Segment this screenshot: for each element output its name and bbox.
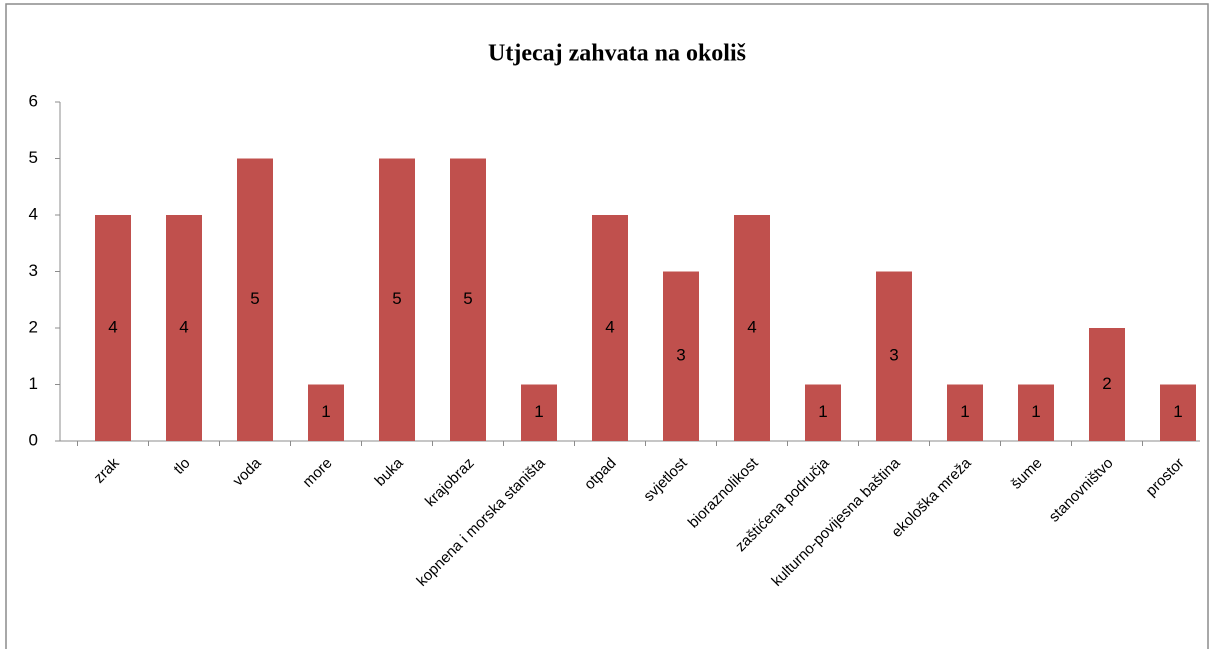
data-label: 4 bbox=[108, 317, 117, 336]
y-tick-label: 2 bbox=[29, 317, 38, 336]
bar bbox=[166, 215, 202, 441]
data-label: 4 bbox=[605, 317, 614, 336]
bar bbox=[237, 158, 273, 441]
bar bbox=[592, 215, 628, 441]
data-label: 1 bbox=[960, 402, 969, 421]
data-label: 3 bbox=[676, 346, 685, 365]
bar bbox=[805, 384, 841, 441]
bar bbox=[308, 384, 344, 441]
bar bbox=[450, 158, 486, 441]
y-tick-label: 6 bbox=[29, 91, 38, 110]
data-label: 5 bbox=[250, 289, 259, 308]
data-label: 1 bbox=[321, 402, 330, 421]
bar bbox=[95, 215, 131, 441]
bar bbox=[521, 384, 557, 441]
y-tick-label: 0 bbox=[29, 430, 38, 449]
data-label: 1 bbox=[818, 402, 827, 421]
bar bbox=[1160, 384, 1196, 441]
bar bbox=[1089, 328, 1125, 441]
data-label: 1 bbox=[534, 402, 543, 421]
data-label: 4 bbox=[179, 317, 188, 336]
chart-title: Utjecaj zahvata na okoliš bbox=[488, 41, 746, 67]
data-label: 5 bbox=[463, 289, 472, 308]
data-label: 2 bbox=[1102, 374, 1111, 393]
data-label: 1 bbox=[1173, 402, 1182, 421]
bar bbox=[379, 158, 415, 441]
data-label: 4 bbox=[747, 317, 756, 336]
bar bbox=[947, 384, 983, 441]
bar bbox=[734, 215, 770, 441]
y-tick-label: 3 bbox=[29, 261, 38, 280]
bar bbox=[876, 271, 912, 441]
data-label: 1 bbox=[1031, 402, 1040, 421]
y-tick-label: 4 bbox=[29, 204, 38, 223]
data-label: 5 bbox=[392, 289, 401, 308]
y-tick-label: 5 bbox=[29, 148, 38, 167]
y-tick-label: 1 bbox=[29, 374, 38, 393]
bar bbox=[1018, 384, 1054, 441]
data-label: 3 bbox=[889, 346, 898, 365]
bar bbox=[663, 271, 699, 441]
